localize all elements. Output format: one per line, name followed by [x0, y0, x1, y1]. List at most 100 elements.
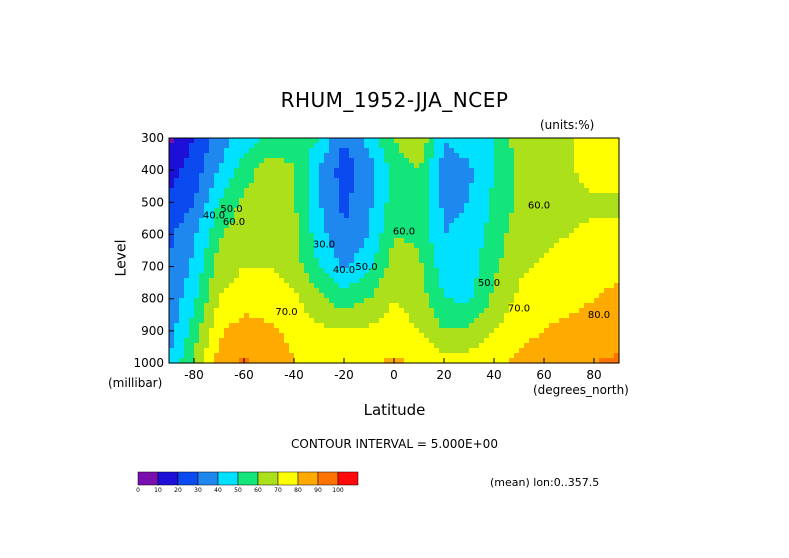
- field-cell: [169, 228, 175, 234]
- field-cell: [364, 228, 370, 234]
- field-cell: [474, 273, 480, 279]
- field-cell: [434, 343, 440, 349]
- field-cell: [259, 278, 265, 284]
- field-cell: [324, 153, 330, 159]
- field-cell: [454, 273, 460, 279]
- field-cell: [499, 248, 505, 254]
- field-cell: [444, 183, 450, 189]
- field-cell: [379, 283, 385, 289]
- field-cell: [234, 243, 240, 249]
- field-cell: [474, 333, 480, 339]
- field-cell: [394, 228, 400, 234]
- field-cell: [524, 218, 530, 224]
- field-cell: [399, 163, 405, 169]
- field-cell: [304, 333, 310, 339]
- field-cell: [589, 233, 595, 239]
- field-cell: [554, 228, 560, 234]
- field-cell: [489, 173, 495, 179]
- field-cell: [239, 248, 245, 254]
- field-cell: [434, 318, 440, 324]
- field-cell: [299, 188, 305, 194]
- field-cell: [214, 168, 220, 174]
- field-cell: [454, 328, 460, 334]
- field-cell: [244, 318, 250, 324]
- field-cell: [399, 343, 405, 349]
- field-cell: [169, 278, 175, 284]
- field-cell: [184, 148, 190, 154]
- field-cell: [384, 288, 390, 294]
- colorbar-swatch: [177, 471, 199, 486]
- field-cell: [314, 253, 320, 259]
- field-cell: [234, 313, 240, 319]
- field-cell: [529, 153, 535, 159]
- field-cell: [589, 188, 595, 194]
- field-cell: [524, 183, 530, 189]
- field-cell: [224, 148, 230, 154]
- field-cell: [469, 248, 475, 254]
- field-cell: [209, 218, 215, 224]
- field-cell: [574, 168, 580, 174]
- field-cell: [359, 303, 365, 309]
- field-cell: [464, 283, 470, 289]
- field-cell: [284, 308, 290, 314]
- field-cell: [444, 253, 450, 259]
- field-cell: [474, 343, 480, 349]
- field-cell: [479, 283, 485, 289]
- field-cell: [244, 258, 250, 264]
- field-cell: [554, 353, 560, 359]
- field-cell: [329, 298, 335, 304]
- field-cell: [394, 148, 400, 154]
- field-cell: [459, 138, 465, 144]
- field-cell: [249, 193, 255, 199]
- field-cell: [404, 263, 410, 269]
- field-cell: [239, 318, 245, 324]
- field-cell: [569, 223, 575, 229]
- field-cell: [604, 213, 610, 219]
- field-cell: [239, 313, 245, 319]
- field-cell: [304, 298, 310, 304]
- field-cell: [584, 198, 590, 204]
- field-cell: [544, 313, 550, 319]
- field-cell: [494, 348, 500, 354]
- field-cell: [434, 293, 440, 299]
- field-cell: [479, 183, 485, 189]
- field-cell: [294, 293, 300, 299]
- field-cell: [189, 158, 195, 164]
- contour-labels: 40.050.060.030.040.0 50.060.050.070.0 70.0…: [203, 201, 610, 321]
- field-cell: [469, 273, 475, 279]
- field-cell: [449, 283, 455, 289]
- field-cell: [544, 248, 550, 254]
- field-cell: [409, 218, 415, 224]
- field-cell: [454, 163, 460, 169]
- field-cell: [304, 218, 310, 224]
- field-cell: [219, 193, 225, 199]
- field-cell: [509, 198, 515, 204]
- field-cell: [414, 338, 420, 344]
- field-cell: [214, 353, 220, 359]
- field-cell: [239, 308, 245, 314]
- field-cell: [179, 208, 185, 214]
- field-cell: [229, 178, 235, 184]
- field-cell: [269, 163, 275, 169]
- field-cell: [569, 348, 575, 354]
- field-cell: [224, 173, 230, 179]
- field-cell: [344, 303, 350, 309]
- field-cell: [499, 258, 505, 264]
- field-cell: [399, 233, 405, 239]
- field-cell: [394, 238, 400, 244]
- field-cell: [614, 293, 620, 299]
- field-cell: [604, 218, 610, 224]
- field-cell: [344, 188, 350, 194]
- field-cell: [284, 203, 290, 209]
- field-cell: [424, 163, 430, 169]
- field-cell: [369, 138, 375, 144]
- field-cell: [239, 298, 245, 304]
- field-cell: [294, 303, 300, 309]
- field-cell: [414, 353, 420, 359]
- field-cell: [504, 148, 510, 154]
- field-cell: [354, 223, 360, 229]
- field-cell: [184, 173, 190, 179]
- field-cell: [439, 313, 445, 319]
- field-cell: [449, 228, 455, 234]
- field-cell: [394, 333, 400, 339]
